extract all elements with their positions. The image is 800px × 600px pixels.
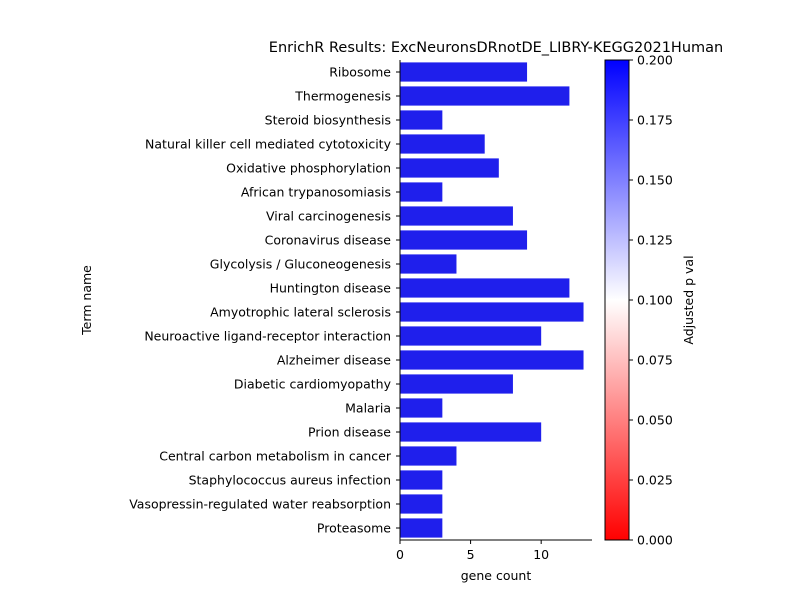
y-tick-label: Malaria (345, 401, 391, 416)
bar (400, 86, 570, 106)
y-tick-label: Central carbon metabolism in cancer (159, 449, 392, 464)
y-tick-labels: Ribosome Thermogenesis Steroid biosynthesi… (129, 65, 400, 536)
bar (400, 206, 513, 226)
y-tick-label: Neuroactive ligand-receptor interaction (144, 329, 391, 344)
bar (400, 374, 513, 394)
y-tick-label: Ribosome (329, 65, 391, 80)
bar (400, 110, 443, 130)
bar (400, 422, 542, 442)
bar (400, 326, 542, 346)
x-tick-label: 0 (396, 547, 404, 562)
bar (400, 398, 443, 418)
y-tick-label: Huntington disease (270, 281, 392, 296)
colorbar-tick-label: 0.075 (637, 353, 673, 368)
colorbar-tick-label: 0.100 (637, 293, 673, 308)
colorbar-tick-label: 0.025 (637, 473, 673, 488)
y-tick-label: Oxidative phosphorylation (226, 161, 391, 176)
x-axis-label: gene count (461, 568, 532, 583)
bar (400, 134, 485, 154)
y-tick-label: Natural killer cell mediated cytotoxicit… (145, 137, 392, 152)
bar (400, 446, 457, 466)
y-tick-label: Coronavirus disease (265, 233, 392, 248)
colorbar-tick-label: 0.000 (637, 533, 673, 548)
bar (400, 302, 584, 322)
colorbar-tick-label: 0.175 (637, 113, 673, 128)
colorbar-ticks: 0.000 0.025 0.050 0.075 0.100 0.125 0.150 0.175… (629, 53, 673, 548)
bar (400, 494, 443, 514)
colorbar-tick-label: 0.200 (637, 53, 673, 68)
y-tick-label: African trypanosomiasis (241, 185, 391, 200)
y-tick-label: Alzheimer disease (277, 353, 391, 368)
bar (400, 62, 528, 82)
colorbar (604, 59, 630, 541)
bar (400, 158, 499, 178)
bar (400, 518, 443, 538)
colorbar-tick-label: 0.125 (637, 233, 673, 248)
y-tick-label: Thermogenesis (294, 89, 391, 104)
bar (400, 254, 457, 274)
y-axis-label: Term name (79, 265, 94, 336)
x-tick-label: 10 (533, 547, 549, 562)
bar (400, 182, 443, 202)
colorbar-tick-label: 0.150 (637, 173, 673, 188)
x-tick-label: 5 (467, 547, 475, 562)
chart-title: EnrichR Results: ExcNeuronsDRnotDE_LIBRY… (269, 40, 723, 56)
bar (400, 350, 584, 370)
y-tick-label: Diabetic cardiomyopathy (234, 377, 392, 392)
y-tick-label: Vasopressin-regulated water reabsorption (129, 497, 391, 512)
y-tick-label: Steroid biosynthesis (265, 113, 391, 128)
bar-series (400, 62, 584, 538)
x-axis-ticks: 0 5 10 (396, 540, 549, 562)
bar (400, 230, 528, 250)
y-tick-label: Glycolysis / Gluconeogenesis (210, 257, 391, 272)
colorbar-label: Adjusted p val (681, 255, 696, 344)
y-tick-label: Prion disease (308, 425, 391, 440)
colorbar-tick-label: 0.050 (637, 413, 673, 428)
bar (400, 278, 570, 298)
y-tick-label: Viral carcinogenesis (266, 209, 391, 224)
y-tick-label: Proteasome (317, 521, 391, 536)
y-tick-label: Staphylococcus aureus infection (189, 473, 391, 488)
y-tick-label: Amyotrophic lateral sclerosis (210, 305, 391, 320)
bar (400, 470, 443, 490)
